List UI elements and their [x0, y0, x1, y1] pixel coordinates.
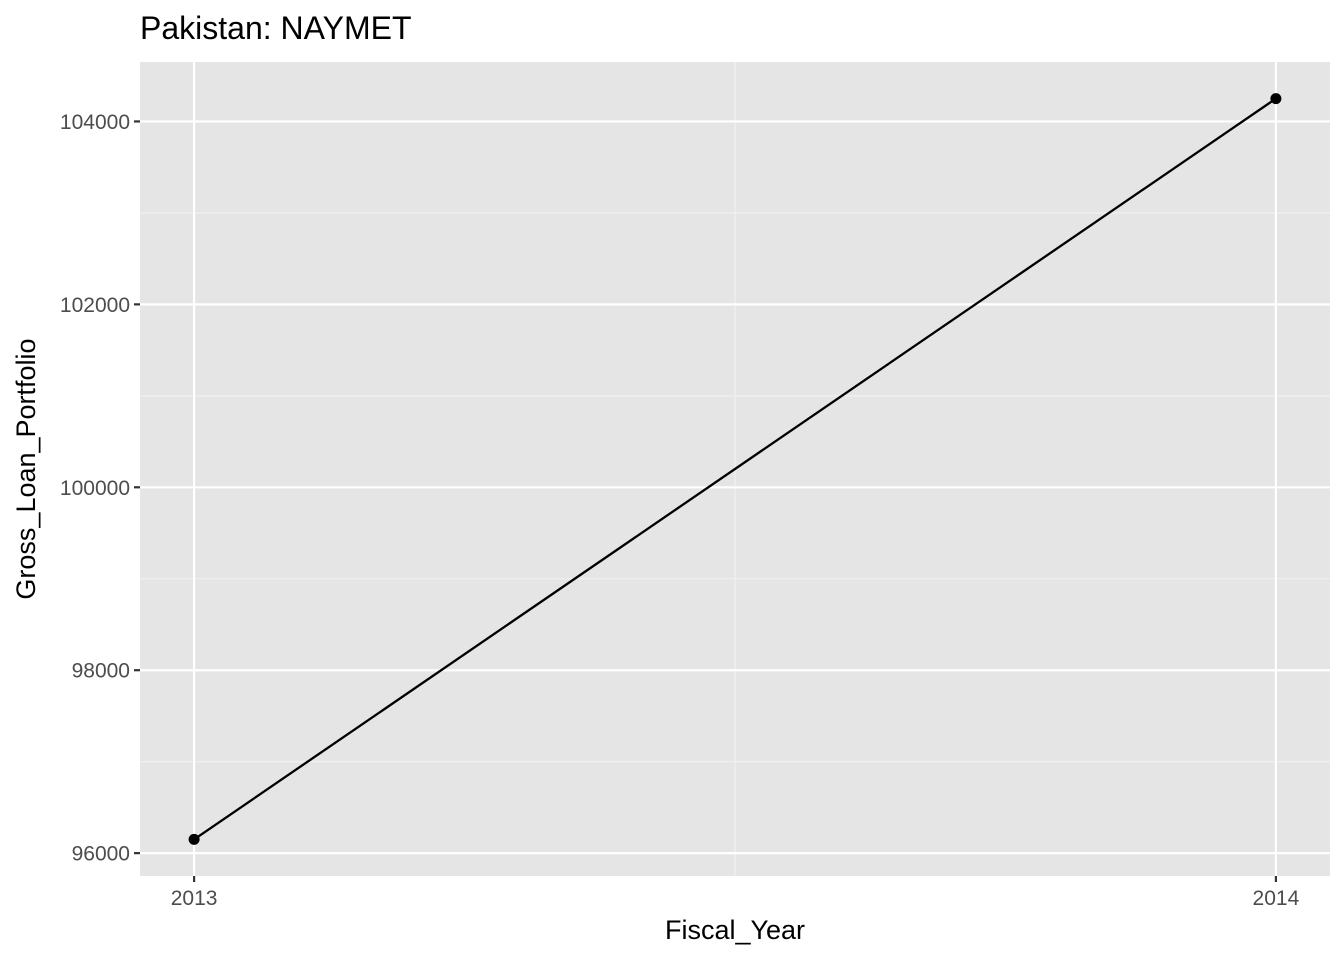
y-axis: 96000 98000 100000 102000 104000 [60, 111, 140, 866]
series-line [193, 97, 1277, 841]
x-axis-title: Fiscal_Year [665, 915, 805, 945]
series-layer [188, 93, 1282, 845]
x-axis: 2013 2014 [171, 876, 1300, 910]
chart-title: Pakistan: NAYMET [140, 10, 411, 46]
y-tick-label: 96000 [72, 843, 130, 866]
x-tick-label: 2013 [171, 887, 218, 910]
x-tick-label: 2014 [1253, 887, 1300, 910]
major-gridlines [140, 62, 1330, 876]
y-tick-label: 100000 [60, 477, 130, 500]
y-axis-title: Gross_Loan_Portfolio [11, 338, 41, 599]
data-point [188, 833, 200, 845]
minor-gridlines [140, 62, 1330, 876]
data-point [1270, 93, 1282, 105]
y-tick-label: 104000 [60, 111, 130, 134]
y-tick-label: 102000 [60, 294, 130, 317]
y-tick-label: 98000 [72, 660, 130, 683]
